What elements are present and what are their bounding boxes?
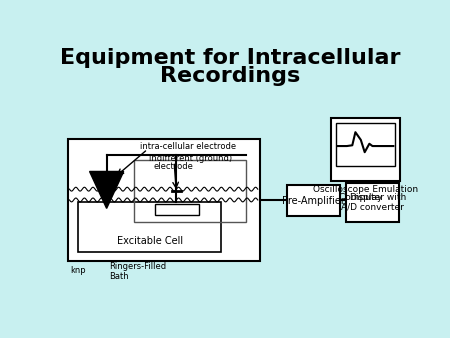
Bar [134,160,246,221]
Text: Excitable Cell: Excitable Cell [117,236,183,246]
Text: Display: Display [349,193,382,202]
Text: knp: knp [70,266,86,274]
Text: intra-cellular electrode: intra-cellular electrode [140,142,236,151]
Text: Pre-Amplifier: Pre-Amplifier [282,196,345,206]
Text: Equipment for Intracellular: Equipment for Intracellular [60,48,401,68]
Polygon shape [90,171,124,209]
Text: Bath: Bath [109,272,129,281]
Bar [336,123,395,166]
Bar [331,118,400,181]
Text: electrode: electrode [154,162,194,171]
Text: indifferent (ground): indifferent (ground) [149,154,232,163]
Bar [287,185,340,216]
Bar [155,204,199,215]
Bar [68,139,260,261]
Text: Recordings: Recordings [161,66,301,86]
Text: Oscilloscope Emulation: Oscilloscope Emulation [313,186,418,194]
Bar [346,183,399,221]
Text: Computer with
A/D converter: Computer with A/D converter [339,193,406,212]
Bar [78,202,221,252]
Text: Ringers-Filled: Ringers-Filled [109,262,166,271]
